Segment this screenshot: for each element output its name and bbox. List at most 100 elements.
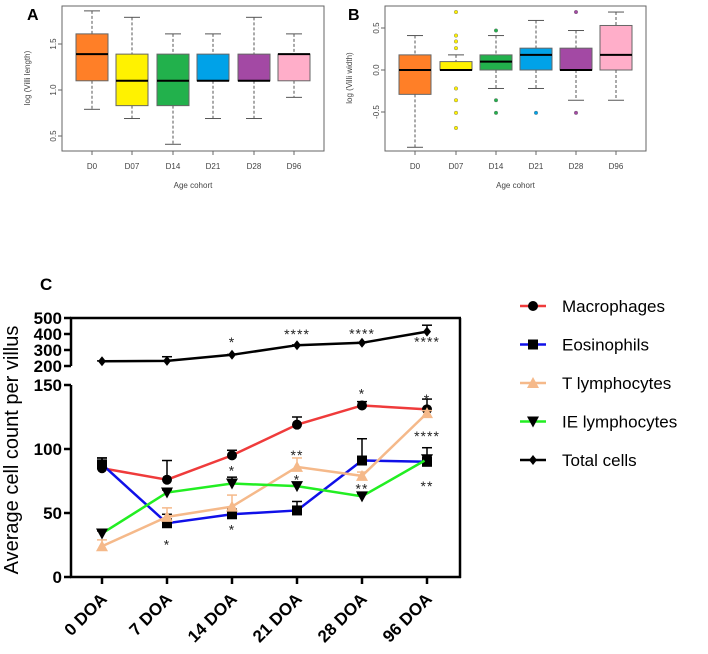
series-line	[101, 459, 428, 525]
data-point	[292, 419, 302, 430]
legend-label: T lymphocytes	[562, 374, 671, 393]
y-tick-label: 500	[34, 309, 62, 328]
legend-marker	[529, 455, 537, 465]
data-point	[356, 469, 368, 481]
legend-marker	[527, 377, 539, 388]
significance-annotation: *	[229, 334, 235, 350]
box-d96	[277, 53, 311, 82]
boxplot-panel-b: B -0.5 0.0 0.5 log (Villi width) Age cohort D0…	[345, 5, 647, 190]
data-point	[423, 326, 431, 337]
outlier-point	[454, 98, 459, 103]
legend-label: Macrophages	[562, 297, 665, 316]
x-tick-label: 21 DOA	[249, 589, 306, 646]
data-point	[226, 478, 238, 490]
data-point	[162, 518, 172, 529]
legend-marker	[527, 416, 539, 428]
outlier-point	[454, 125, 459, 130]
data-point	[421, 407, 433, 419]
data-point	[228, 349, 236, 360]
panel-label: A	[27, 7, 39, 24]
outlier-point	[454, 33, 459, 38]
box-d21	[196, 53, 230, 82]
data-point	[356, 491, 368, 503]
x-axis-label: Age cohort	[174, 181, 213, 190]
significance-annotation: ****	[414, 428, 440, 444]
boxplot-panel-a: A 0.5 1.0 1.5 log (Villi length) Age cohort D0…	[23, 5, 325, 190]
plot-frame	[384, 5, 647, 152]
box-d28	[559, 47, 593, 71]
significance-annotation: *	[229, 521, 235, 537]
significance-annotation: *	[164, 537, 170, 553]
series-t-lymphocytes	[96, 407, 433, 552]
panel-label: C	[40, 275, 52, 294]
legend-label: Total cells	[562, 451, 637, 470]
x-tick-label: D14	[489, 162, 504, 171]
significance-annotation: **	[421, 478, 434, 494]
legend-item: Macrophages	[520, 297, 665, 316]
x-tick-label: D28	[247, 162, 262, 171]
significance-annotation: *	[229, 462, 235, 478]
legend-marker	[528, 301, 538, 311]
x-tick-label: 28 DOA	[314, 589, 371, 646]
y-tick-label: 1.0	[49, 84, 58, 96]
legend-item: Total cells	[520, 451, 637, 470]
x-tick-label: 7 DOA	[126, 589, 176, 639]
data-point	[163, 355, 171, 366]
box-d0	[398, 54, 432, 95]
y-tick-label: 300	[34, 341, 62, 360]
data-point	[292, 505, 302, 516]
x-tick-label: D28	[569, 162, 584, 171]
significance-annotation: ****	[349, 325, 375, 341]
outlier-point	[574, 10, 579, 15]
y-tick-label: -0.5	[372, 105, 381, 119]
legend-item: Eosinophils	[520, 336, 649, 355]
y-tick-label: 0.0	[372, 64, 381, 76]
data-point	[227, 450, 237, 461]
legend-marker	[528, 339, 538, 350]
significance-annotation: *	[294, 471, 300, 487]
legend-label: IE lymphocytes	[562, 413, 677, 432]
outlier-point	[534, 110, 539, 115]
x-tick-label: D07	[125, 162, 140, 171]
x-axis-label: Age cohort	[496, 181, 535, 190]
significance-annotation: **	[356, 480, 369, 496]
data-point	[161, 510, 173, 522]
data-point	[96, 528, 108, 540]
data-point	[162, 474, 172, 485]
series-eosinophils	[97, 438, 432, 529]
data-point	[97, 459, 107, 470]
plot-frame	[61, 5, 325, 152]
data-point	[98, 356, 106, 367]
data-point	[291, 481, 303, 493]
data-point	[226, 500, 238, 512]
data-point	[358, 337, 366, 348]
y-tick-label: 0.5	[49, 130, 58, 142]
data-point	[161, 487, 173, 499]
series-macrophages	[97, 398, 432, 485]
y-tick-label: 400	[34, 325, 62, 344]
x-tick-label: 0 DOA	[61, 589, 111, 639]
x-tick-label: D07	[449, 162, 464, 171]
box-d96	[599, 24, 633, 71]
outlier-point	[454, 110, 459, 115]
series-line	[101, 330, 428, 363]
y-tick-label: 50	[43, 504, 62, 523]
y-tick-label: 200	[34, 357, 62, 376]
series-line	[101, 404, 428, 482]
y-tick-label: 150	[34, 376, 62, 395]
outlier-point	[494, 110, 499, 115]
outlier-point	[574, 110, 579, 115]
y-axis-label: Average cell count per villus	[1, 326, 23, 575]
series-line	[101, 412, 428, 548]
y-tick-label: 1.5	[49, 38, 58, 50]
outlier-point	[454, 10, 459, 15]
y-axis-label: log (Villi width)	[345, 52, 354, 104]
legend-item: T lymphocytes	[520, 374, 671, 393]
x-tick-label: D21	[529, 162, 544, 171]
series-line	[101, 458, 428, 535]
box-d28	[237, 53, 271, 82]
data-point	[357, 400, 367, 411]
x-tick-label: D0	[87, 162, 98, 171]
significance-annotation: ****	[284, 326, 310, 342]
